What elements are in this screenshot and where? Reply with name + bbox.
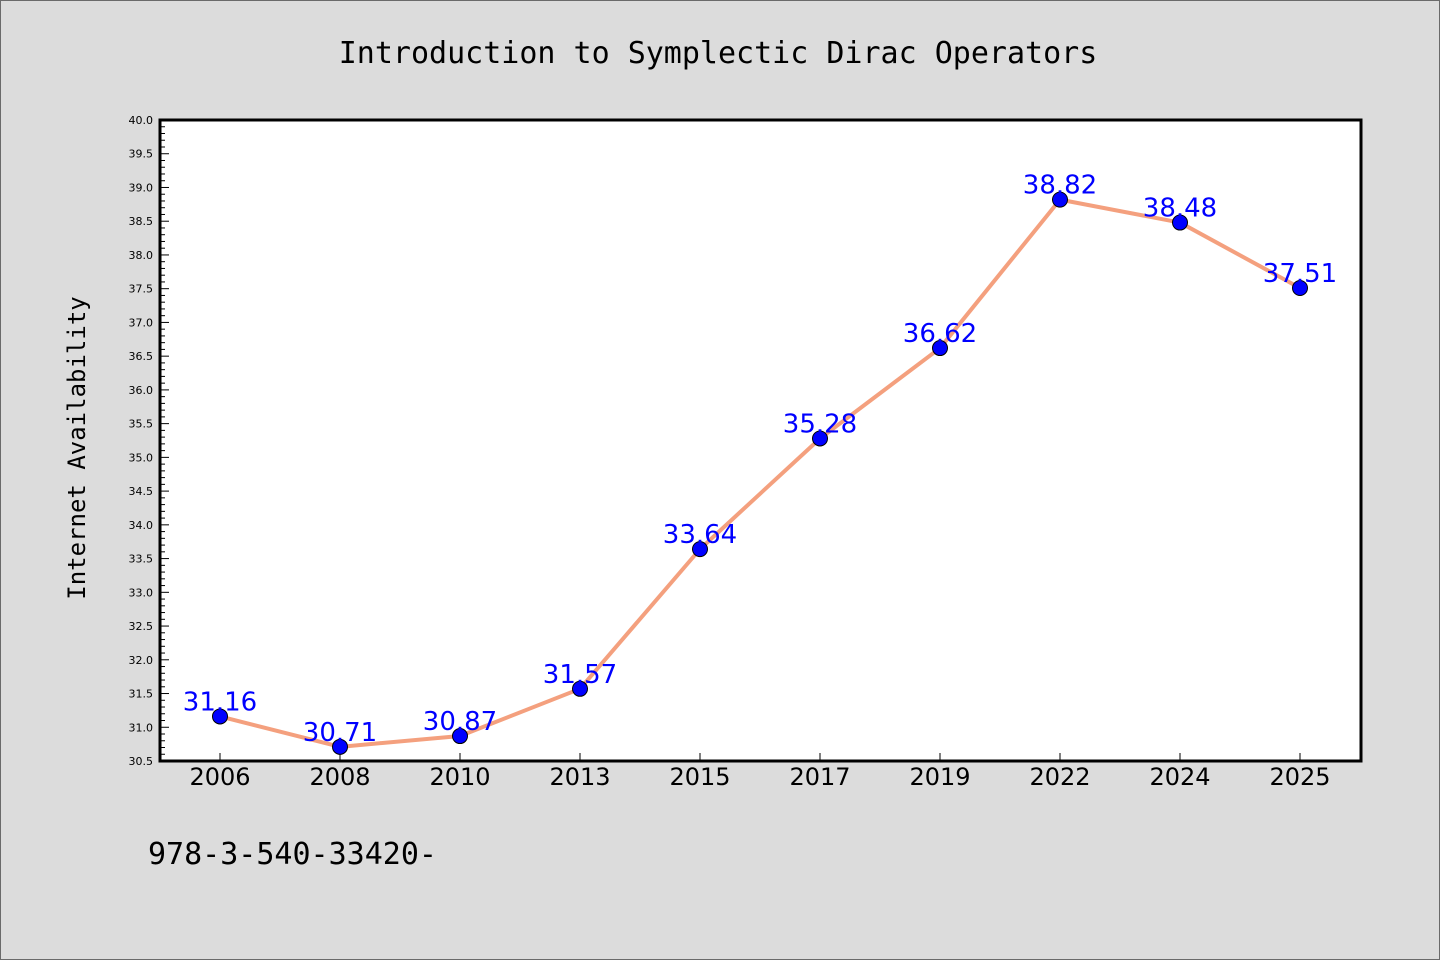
y-tick-label: 36.0 xyxy=(129,384,154,397)
x-tick-label: 2015 xyxy=(669,763,730,791)
data-label: 38.82 xyxy=(1023,171,1097,201)
data-point xyxy=(332,738,348,755)
y-tick-label: 37.0 xyxy=(129,316,154,329)
footer-text: 978-3-540-33420- xyxy=(148,837,437,872)
data-label: 33.64 xyxy=(663,520,737,550)
x-tick-label: 2017 xyxy=(789,763,850,791)
data-point xyxy=(212,708,228,725)
y-tick-label: 33.0 xyxy=(129,586,154,599)
data-label: 35.28 xyxy=(783,409,857,439)
x-tick-label: 2006 xyxy=(189,763,250,791)
data-label: 37.51 xyxy=(1263,259,1337,289)
data-label: 36.62 xyxy=(903,319,977,349)
y-tick-label: 38.0 xyxy=(129,249,154,262)
data-label: 31.16 xyxy=(183,687,257,717)
x-tick-label: 2024 xyxy=(1149,763,1210,791)
y-tick-label: 36.5 xyxy=(129,350,154,363)
y-tick-label: 33.5 xyxy=(129,553,154,566)
y-tick-label: 35.5 xyxy=(129,418,154,431)
x-tick-label: 2025 xyxy=(1269,763,1330,791)
y-tick-label: 38.5 xyxy=(129,215,154,228)
y-tick-label: 34.0 xyxy=(129,519,154,532)
data-label: 30.87 xyxy=(423,707,497,737)
y-axis-label: Internet Availability xyxy=(63,296,91,599)
data-point xyxy=(1172,214,1188,231)
data-point xyxy=(1052,191,1068,208)
x-tick-label: 2013 xyxy=(549,763,610,791)
y-tick-label: 30.5 xyxy=(129,755,154,768)
y-tick-label: 32.5 xyxy=(129,620,154,633)
y-tick-label: 32.0 xyxy=(129,654,154,667)
chart-title: Introduction to Symplectic Dirac Operato… xyxy=(339,36,1098,71)
series-line xyxy=(219,197,1301,749)
data-markers xyxy=(212,191,1308,755)
x-tick-label: 2019 xyxy=(909,763,970,791)
data-label: 38.48 xyxy=(1143,194,1217,224)
data-point xyxy=(452,728,468,745)
y-axis-ticks: 30.5 31.0 31.5 32.0 32.5 33.0 33.5 34.0 34.5 35.0… xyxy=(129,114,169,768)
data-point xyxy=(812,430,828,447)
y-tick-label: 39.0 xyxy=(129,181,154,194)
data-point xyxy=(572,680,588,697)
data-label: 30.71 xyxy=(303,718,377,748)
y-tick-label: 31.5 xyxy=(129,688,154,701)
data-point xyxy=(932,340,948,357)
y-tick-label: 37.5 xyxy=(129,283,154,296)
y-tick-label: 34.5 xyxy=(129,485,154,498)
y-tick-label: 31.0 xyxy=(129,721,154,734)
x-tick-label: 2010 xyxy=(429,763,490,791)
x-tick-label: 2022 xyxy=(1029,763,1090,791)
data-labels: 31.16 30.71 30.87 31.57 33.64 35.28 36.62 38.82… xyxy=(183,171,1337,748)
data-label: 31.57 xyxy=(543,660,617,690)
y-tick-label: 39.5 xyxy=(129,148,154,161)
y-tick-label: 40.0 xyxy=(129,114,154,127)
x-tick-label: 2008 xyxy=(309,763,370,791)
plot-frame xyxy=(158,118,1363,763)
y-tick-label: 35.0 xyxy=(129,451,154,464)
data-point xyxy=(1292,280,1308,297)
plot-area xyxy=(160,120,1361,761)
data-point xyxy=(692,541,708,558)
